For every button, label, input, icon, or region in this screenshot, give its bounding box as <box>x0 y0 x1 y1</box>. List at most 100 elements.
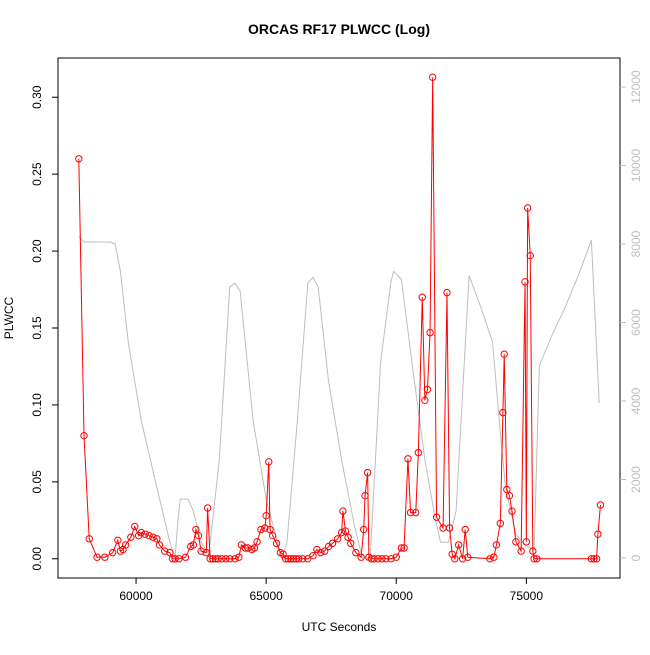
data-point <box>499 408 507 417</box>
y-tick-label: 0.05 <box>30 470 44 494</box>
data-point <box>114 536 122 545</box>
data-point <box>222 555 230 563</box>
plot-frame <box>57 57 621 579</box>
data-point <box>253 538 261 546</box>
data-point <box>289 555 298 563</box>
data-point <box>445 524 454 532</box>
data-point <box>523 204 532 212</box>
data-point <box>530 555 538 563</box>
data-point <box>189 541 197 549</box>
data-point <box>298 555 307 563</box>
data-point <box>382 555 390 563</box>
data-point <box>400 544 408 552</box>
data-point <box>503 485 511 494</box>
y-tick-label: 0.30 <box>30 85 44 109</box>
data-point <box>160 547 169 555</box>
data-point <box>432 513 441 521</box>
data-point <box>587 555 596 563</box>
data-point <box>214 555 222 563</box>
data-point <box>492 541 501 549</box>
data-point <box>592 555 601 563</box>
data-point <box>337 528 346 537</box>
data-point <box>127 533 135 541</box>
data-point <box>412 508 420 517</box>
data-point <box>512 538 520 546</box>
data-point <box>287 555 295 563</box>
data-point <box>131 522 139 531</box>
data-point <box>261 524 269 532</box>
data-point <box>166 548 174 557</box>
data-point <box>268 531 277 540</box>
data-point <box>596 501 605 509</box>
series-line <box>78 235 600 560</box>
data-point <box>235 553 243 561</box>
data-point <box>451 555 459 563</box>
data-point <box>108 548 117 557</box>
data-point <box>226 555 234 563</box>
data-point <box>93 553 101 561</box>
data-point <box>202 548 211 557</box>
data-point <box>181 553 190 561</box>
data-point <box>344 533 352 541</box>
data-point <box>347 539 355 548</box>
data-point <box>153 535 161 543</box>
data-point <box>218 555 226 563</box>
data-point <box>387 555 395 563</box>
data-point <box>522 538 531 546</box>
y2-tick-label: 0 <box>629 554 643 561</box>
data-point <box>505 491 514 500</box>
data-point <box>75 155 83 163</box>
data-point <box>284 555 292 563</box>
data-point <box>265 458 273 466</box>
data-point <box>317 548 325 557</box>
x-axis-label: UTC Seconds <box>302 620 377 634</box>
data-point <box>328 539 337 548</box>
data-point <box>320 547 329 555</box>
data-point <box>423 385 432 394</box>
data-point <box>458 555 467 563</box>
data-point <box>378 555 386 563</box>
data-point <box>594 530 602 538</box>
data-point <box>360 525 368 534</box>
data-point <box>80 431 88 440</box>
data-point <box>526 251 534 260</box>
data-point <box>421 396 429 405</box>
y2-tick-label: 2000 <box>629 466 643 493</box>
data-point <box>428 73 437 81</box>
x-tick-label: 70000 <box>380 589 414 603</box>
data-point <box>197 547 205 555</box>
data-point <box>404 455 412 463</box>
data-point <box>352 548 360 557</box>
data-point <box>397 544 406 552</box>
data-point <box>309 551 317 560</box>
data-point <box>272 539 281 548</box>
data-point <box>231 555 239 563</box>
data-point <box>454 541 463 549</box>
series-line <box>78 77 601 561</box>
data-point <box>370 555 378 563</box>
data-point <box>145 531 153 540</box>
data-point <box>141 530 149 538</box>
data-point <box>508 507 516 515</box>
y2-tick-label: 6000 <box>629 309 643 336</box>
y-axis-label: PLWCC <box>2 296 16 339</box>
data-point <box>155 541 164 549</box>
data-point <box>281 555 290 563</box>
data-point <box>85 535 93 543</box>
data-point <box>418 293 426 301</box>
data-point <box>257 525 265 534</box>
data-point <box>426 328 434 337</box>
data-point <box>500 350 508 358</box>
data-point <box>361 491 369 500</box>
data-point <box>363 468 372 477</box>
data-point <box>101 553 109 561</box>
y2-tick-label: 8000 <box>629 230 643 257</box>
y-tick-label: 0.00 <box>30 547 44 571</box>
data-point <box>262 511 270 520</box>
data-point <box>486 555 494 563</box>
y-tick-label: 0.25 <box>30 162 44 186</box>
data-point <box>406 508 415 517</box>
data-point <box>414 448 423 457</box>
